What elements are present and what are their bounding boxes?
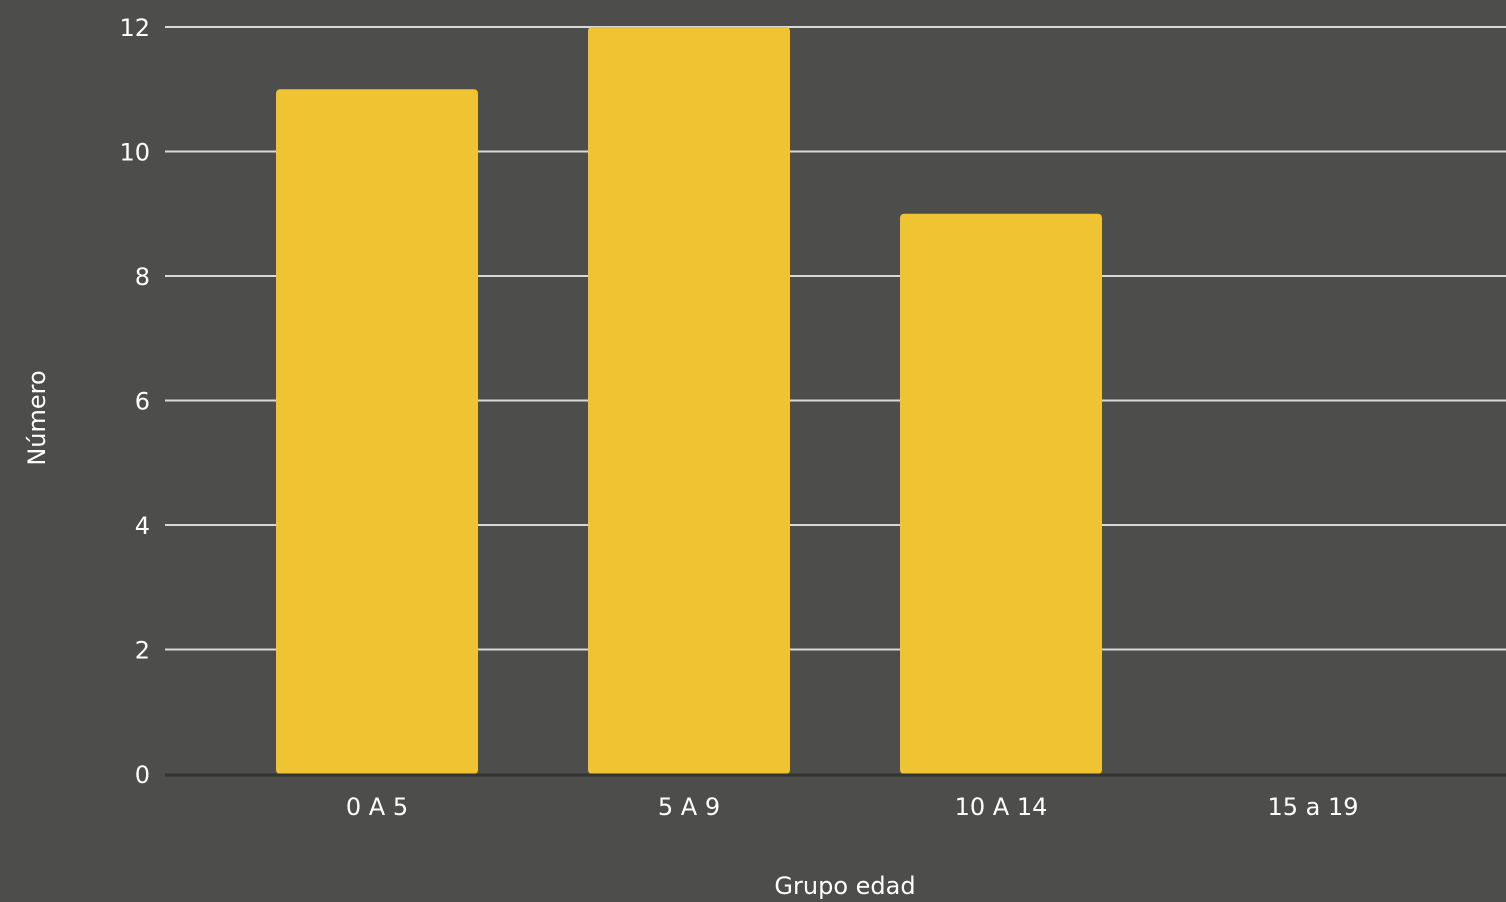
y-tick-label: 6 [135, 388, 150, 416]
x-axis-title: Grupo edad [774, 872, 915, 900]
x-tick-label: 5 A 9 [658, 793, 720, 821]
y-tick-labels: 0 2 4 6 8 10 12 [119, 14, 150, 789]
y-tick-label: 10 [119, 139, 150, 167]
x-tick-label: 10 A 14 [955, 793, 1048, 821]
bars [276, 27, 1102, 774]
bar [588, 27, 790, 774]
y-axis-title: Número [23, 370, 51, 465]
y-tick-label: 12 [119, 14, 150, 42]
y-tick-label: 2 [135, 637, 150, 665]
y-tick-label: 0 [135, 761, 150, 789]
x-tick-labels: 0 A 5 5 A 9 10 A 14 15 a 19 [346, 793, 1359, 821]
bar [900, 213, 1102, 774]
y-tick-label: 4 [135, 512, 150, 540]
x-tick-label: 15 a 19 [1267, 793, 1358, 821]
bar [276, 89, 478, 774]
x-tick-label: 0 A 5 [346, 793, 408, 821]
y-tick-label: 8 [135, 263, 150, 291]
